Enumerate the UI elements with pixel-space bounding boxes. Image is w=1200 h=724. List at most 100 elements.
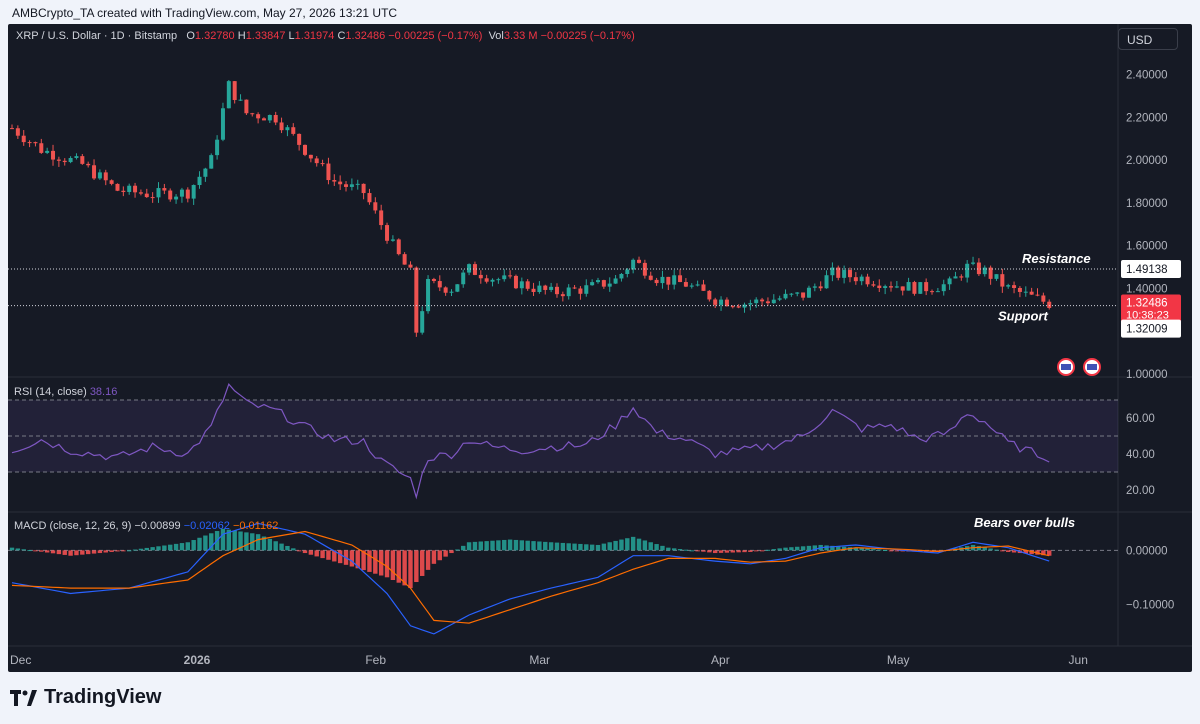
macd-histogram-bar [713,550,717,553]
candle [537,286,541,292]
macd-histogram-bar [221,529,225,551]
macd-histogram-bar [338,550,342,563]
candle [215,140,219,155]
macd-histogram-bar [109,550,113,552]
candle [608,284,612,287]
macd-histogram-bar [315,550,319,556]
macd-histogram-bar [660,546,664,550]
candle [104,172,108,180]
macd-legend[interactable]: MACD (close, 12, 26, 9) −0.00899 −0.0206… [14,520,278,532]
candle [397,239,401,254]
candle [491,280,495,282]
time-tick-label: Dec [10,653,31,667]
macd-histogram-bar [531,541,535,550]
macd-value: −0.00899 [134,520,180,532]
macd-histogram-bar [795,547,799,551]
candle [473,264,477,275]
candle [209,155,213,168]
macd-histogram-bar [783,548,787,551]
macd-histogram-bar [68,550,72,555]
macd-histogram-bar [584,544,588,550]
macd-histogram-bar [678,549,682,550]
macd-histogram-bar [432,550,436,563]
macd-histogram-bar [672,548,676,550]
macd-name: MACD (close, 12, 26, 9) [14,520,131,532]
macd-histogram-bar [414,550,418,582]
macd-histogram-bar [467,542,471,550]
candle [291,127,295,134]
macd-histogram-bar [268,539,272,550]
macd-histogram-bar [27,550,31,551]
candle [239,100,243,101]
candle [877,286,881,288]
symbol-name[interactable]: XRP / U.S. Dollar · 1D · Bitstamp [16,30,177,42]
candle [92,165,96,178]
tradingview-logo-icon [10,690,38,706]
rsi-legend[interactable]: RSI (14, close) 38.16 [14,386,117,398]
candle [221,108,225,139]
macd-histogram-bar [350,550,354,566]
candle [561,294,565,296]
macd-histogram-bar [736,550,740,552]
candle [385,225,389,241]
candle [754,300,758,304]
candle [455,284,459,291]
candle [203,169,207,177]
candle [701,284,705,290]
price-tick-label: 2.40000 [1126,70,1168,82]
support-annotation: Support [998,309,1048,324]
candle [924,282,928,291]
candle [350,184,354,187]
candle [1047,302,1051,308]
macd-histogram-bar [285,546,289,550]
candle [321,163,325,164]
chart-panel[interactable]: 2.40000 2.20000 2.00000 1.80000 1.60000 1.400… [8,24,1192,672]
time-tick-label: 2026 [184,653,211,667]
rsi-name: RSI (14, close) [14,386,87,398]
macd-histogram-bar [994,550,998,551]
candle [33,142,37,143]
candle [39,143,43,153]
candle [825,275,829,288]
candle [162,188,166,190]
macd-histogram-bar [549,542,553,550]
macd-histogram-bar [701,550,705,551]
candle [450,292,454,293]
candle [408,265,412,268]
candle [186,190,190,199]
macd-histogram-bar [479,541,483,550]
volume-value: 3.33 M [504,30,538,42]
macd-histogram-bar [731,550,735,552]
macd-histogram-bar [988,548,992,550]
candle [637,260,641,263]
candle [854,277,858,281]
chart-canvas[interactable]: 2.40000 2.20000 2.00000 1.80000 1.60000 1.400… [8,24,1192,672]
macd-histogram-bar [385,550,389,577]
candle [1036,295,1040,296]
candle [819,286,823,288]
macd-histogram-bar [684,550,688,551]
macd-histogram-bar [643,540,647,550]
candle [16,128,20,135]
candle [233,81,237,100]
macd-histogram-bar [191,540,195,550]
candle [930,291,934,292]
candle [690,286,694,287]
currency-button[interactable]: USD [1118,28,1178,50]
candle [45,151,49,153]
macd-histogram-bar [121,550,125,551]
macd-histogram-bar [297,550,301,551]
candle [866,277,870,285]
macd-histogram-bar [1006,550,1010,552]
candle [977,263,981,275]
candle [573,288,577,289]
candle [602,280,606,287]
macd-histogram-bar [104,550,108,552]
macd-histogram-bar [139,549,143,551]
macd-histogram-bar [449,550,453,553]
macd-histogram-bar [373,550,377,573]
macd-histogram-bar [543,542,547,550]
macd-histogram-bar [619,540,623,551]
candle [912,282,916,294]
macd-histogram-bar [1000,550,1004,551]
